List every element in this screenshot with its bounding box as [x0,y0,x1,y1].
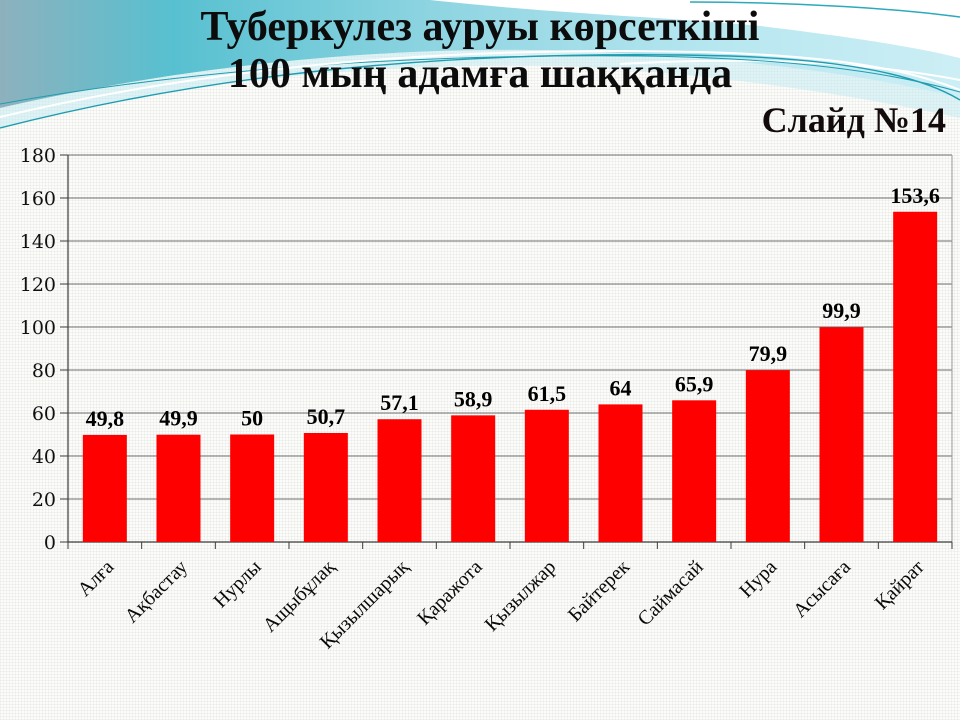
bar-12 [893,211,938,542]
bar-9 [672,400,717,542]
wave-crescent-white [430,0,960,58]
category-label: Ащыбұлақ [259,556,340,637]
value-label: 49,9 [159,406,198,431]
value-label: 50,7 [307,404,346,429]
y-axis-label: 120 [20,274,56,296]
value-label: 61,5 [528,381,567,406]
bar-10 [745,370,790,542]
value-label: 65,9 [675,371,714,396]
y-axis-label: 80 [32,360,56,382]
wave-line-white-edge [0,50,960,118]
value-label: 153,6 [890,183,940,208]
slide-title-line1: Туберкулез ауруы көрсеткіші [200,4,760,50]
slide-title-line2: 100 мың адамға шаққанда [227,51,733,97]
category-label: Саймасай [633,556,707,630]
category-label: Алға [73,556,118,601]
wave-band-main [0,0,960,108]
y-axis-label: 40 [32,446,56,468]
header-wave-decoration [0,0,960,129]
y-axis-label: 100 [20,317,56,339]
value-label: 57,1 [380,390,419,415]
bar-7 [524,409,569,542]
category-label: Ақбастау [121,556,192,627]
y-axis-label: 20 [32,489,56,511]
bar-4 [303,432,348,542]
wave-line-teal-2 [0,54,960,129]
y-axis-label: 140 [20,231,56,253]
value-label: 64 [610,375,632,400]
category-label: Қайрат [871,556,929,614]
value-label: 79,9 [749,341,788,366]
y-axis-label: 0 [44,532,56,554]
value-label: 99,9 [822,298,861,323]
bar-3 [230,434,275,542]
slide-title: Туберкулез ауруы көрсеткіші 100 мың адам… [0,4,960,98]
wave-highlight-white [619,59,960,81]
category-label: Қызылжар [481,556,561,636]
bar-5 [377,419,422,542]
category-label: Байтерек [564,556,634,626]
bar-2 [156,434,201,542]
y-axis-label: 180 [20,145,56,167]
category-label: Асысаға [789,556,855,622]
value-label: 49,8 [86,406,125,431]
y-axis-label: 60 [32,403,56,425]
wave-topline-teal [689,1,960,18]
y-axis-label: 160 [20,188,56,210]
value-label: 50 [241,406,263,431]
category-label: Нура [735,556,781,602]
category-label: Нурлы [209,556,265,612]
bar-8 [598,404,643,542]
bar-11 [819,327,864,542]
slide-number: Слайд №14 [761,100,946,140]
bar-1 [82,434,127,542]
wave-band-echo [0,49,960,128]
value-label: 58,9 [454,386,493,411]
bar-6 [451,415,496,542]
category-label: Қаражота [413,556,487,630]
bar-chart: 0 20 40 60 80 100 120 140 160 180 49,8 Алға 49,9 Ақба… [20,145,953,653]
